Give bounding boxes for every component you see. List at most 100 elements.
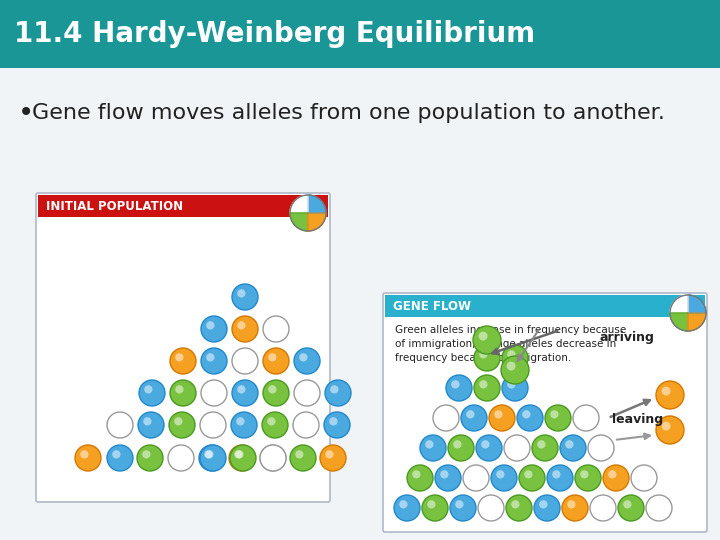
Circle shape — [205, 450, 214, 458]
Circle shape — [260, 445, 286, 471]
Circle shape — [237, 321, 246, 329]
Text: •: • — [18, 99, 35, 127]
Circle shape — [268, 385, 276, 394]
Circle shape — [427, 500, 436, 509]
Circle shape — [232, 380, 258, 406]
Circle shape — [143, 450, 150, 458]
Circle shape — [426, 440, 433, 449]
Text: GENE FLOW: GENE FLOW — [393, 300, 471, 313]
Circle shape — [325, 450, 333, 458]
Circle shape — [137, 445, 163, 471]
Circle shape — [440, 470, 449, 478]
Circle shape — [550, 410, 559, 418]
Circle shape — [232, 284, 258, 310]
Circle shape — [517, 405, 543, 431]
Circle shape — [474, 375, 500, 401]
Circle shape — [580, 470, 588, 478]
Circle shape — [112, 450, 120, 458]
Circle shape — [300, 385, 307, 394]
Circle shape — [237, 353, 246, 361]
Circle shape — [394, 495, 420, 521]
Circle shape — [567, 500, 575, 509]
Circle shape — [237, 289, 246, 298]
Circle shape — [450, 495, 476, 521]
Circle shape — [502, 375, 528, 401]
Circle shape — [448, 435, 474, 461]
Text: Gene flow moves alleles from one population to another.: Gene flow moves alleles from one populat… — [32, 103, 665, 123]
Circle shape — [205, 417, 214, 426]
Circle shape — [206, 353, 215, 361]
Circle shape — [200, 445, 226, 471]
Circle shape — [662, 387, 670, 396]
Polygon shape — [290, 195, 308, 213]
Circle shape — [455, 500, 464, 509]
Circle shape — [200, 412, 226, 438]
Circle shape — [420, 435, 446, 461]
Circle shape — [506, 495, 532, 521]
Circle shape — [263, 316, 289, 342]
Circle shape — [494, 410, 503, 418]
Circle shape — [234, 450, 243, 458]
Text: of immigration; orange alleles decrease in: of immigration; orange alleles decrease … — [395, 339, 616, 349]
Circle shape — [174, 450, 181, 458]
Circle shape — [237, 385, 246, 394]
Bar — [0, 68, 720, 540]
Circle shape — [509, 440, 518, 449]
Polygon shape — [688, 313, 706, 331]
Circle shape — [476, 435, 502, 461]
Circle shape — [603, 465, 629, 491]
Circle shape — [204, 450, 212, 458]
Circle shape — [268, 353, 276, 361]
Circle shape — [201, 380, 227, 406]
Circle shape — [139, 380, 165, 406]
Circle shape — [407, 465, 433, 491]
Circle shape — [478, 495, 504, 521]
Circle shape — [298, 417, 307, 426]
Circle shape — [608, 470, 616, 478]
Circle shape — [143, 417, 151, 426]
Circle shape — [174, 417, 183, 426]
Circle shape — [565, 440, 574, 449]
Circle shape — [507, 362, 516, 370]
Circle shape — [537, 440, 546, 449]
Circle shape — [590, 495, 616, 521]
Circle shape — [267, 417, 276, 426]
Circle shape — [201, 348, 227, 374]
Circle shape — [489, 405, 515, 431]
Circle shape — [534, 495, 560, 521]
Circle shape — [293, 412, 319, 438]
Circle shape — [453, 440, 462, 449]
Circle shape — [294, 348, 320, 374]
Circle shape — [461, 405, 487, 431]
Circle shape — [107, 412, 133, 438]
Polygon shape — [290, 213, 308, 231]
FancyBboxPatch shape — [36, 193, 330, 502]
Circle shape — [631, 465, 657, 491]
Circle shape — [268, 321, 276, 329]
Circle shape — [578, 410, 587, 418]
Circle shape — [236, 417, 245, 426]
Circle shape — [263, 348, 289, 374]
Circle shape — [593, 440, 601, 449]
Circle shape — [519, 465, 545, 491]
Circle shape — [504, 435, 530, 461]
Circle shape — [491, 465, 517, 491]
Circle shape — [320, 445, 346, 471]
Circle shape — [588, 435, 614, 461]
Circle shape — [199, 445, 225, 471]
Circle shape — [474, 345, 500, 371]
Circle shape — [263, 380, 289, 406]
Circle shape — [170, 348, 196, 374]
Circle shape — [235, 450, 243, 458]
FancyBboxPatch shape — [383, 293, 707, 532]
Circle shape — [451, 380, 459, 388]
Circle shape — [562, 495, 588, 521]
Circle shape — [480, 350, 487, 359]
Circle shape — [656, 381, 684, 409]
Circle shape — [206, 321, 215, 329]
Circle shape — [169, 412, 195, 438]
Circle shape — [295, 450, 304, 458]
Circle shape — [560, 435, 586, 461]
Circle shape — [507, 380, 516, 388]
Circle shape — [522, 410, 531, 418]
